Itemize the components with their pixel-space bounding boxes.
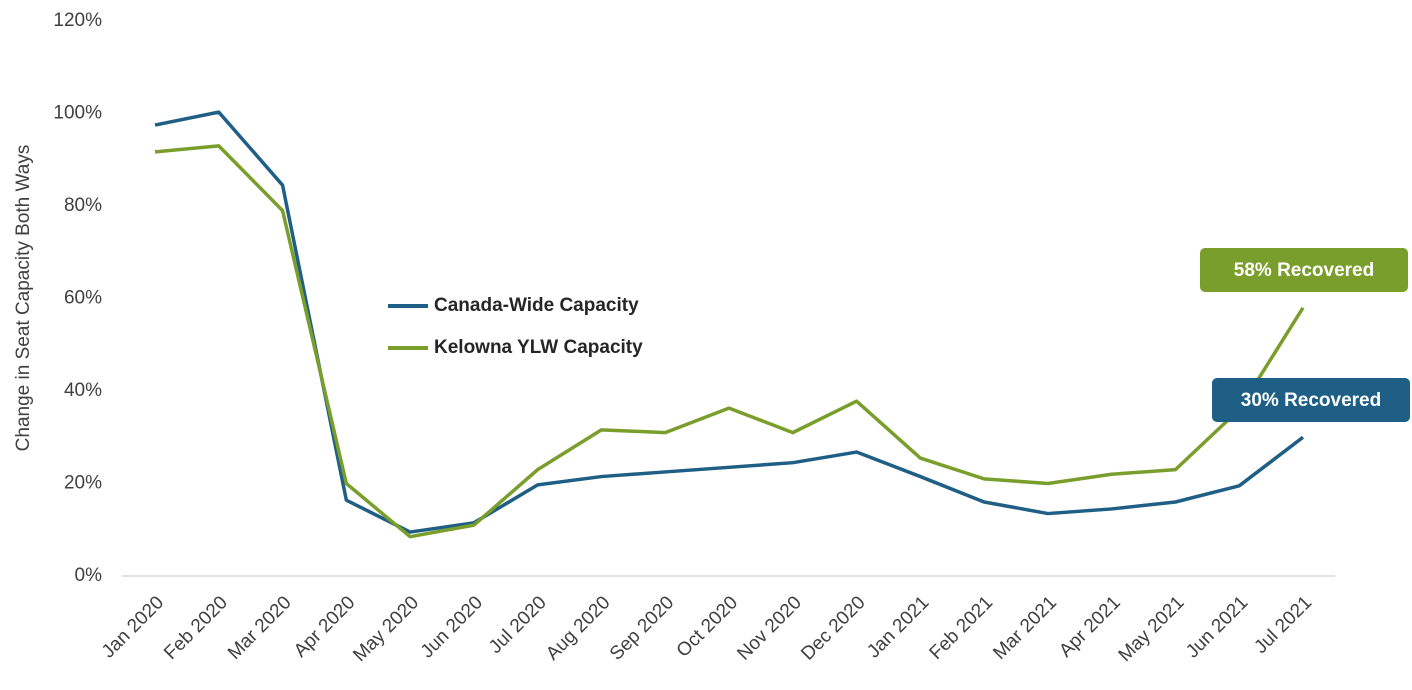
x-tick-label: Aug 2020 [542,592,614,664]
y-tick-label: 120% [53,10,102,31]
x-tick-label: Dec 2020 [797,592,869,664]
y-tick-label: 40% [64,380,102,401]
x-tick-label: Feb 2021 [926,592,998,664]
x-tick-label: Jul 2020 [485,592,551,658]
x-tick-label: Jun 2020 [417,592,487,662]
series-line [154,110,1305,534]
y-tick-label: 100% [53,103,102,124]
x-tick-label: Mar 2021 [989,592,1061,664]
x-tick-label: Sep 2020 [606,592,678,664]
annotation-box [1200,248,1408,292]
y-tick-label: 0% [75,565,103,586]
x-tick-label: Oct 2020 [673,592,742,661]
y-axis-label: Change in Seat Capacity Both Ways [13,145,34,452]
annotation-text: 30% Recovered [1241,390,1381,411]
x-tick-label: Mar 2020 [224,592,296,664]
series-line [154,144,1305,539]
x-tick-label: Jun 2021 [1182,592,1252,662]
y-tick-label: 80% [64,195,102,216]
legend-label: Kelowna YLW Capacity [434,337,643,358]
x-tick-label: Feb 2020 [160,592,232,664]
annotation-box [1212,378,1410,422]
y-tick-label: 20% [64,473,102,494]
legend-label: Canada-Wide Capacity [434,295,639,316]
x-tick-label: Nov 2020 [733,592,805,664]
x-tick-label: Jan 2020 [98,592,168,662]
annotation-text: 58% Recovered [1234,260,1374,281]
x-tick-label: May 2020 [349,592,423,666]
x-tick-label: May 2021 [1115,592,1189,666]
x-tick-label: Jul 2021 [1250,592,1316,658]
y-tick-label: 60% [64,288,102,309]
x-tick-label: Jan 2021 [863,592,933,662]
